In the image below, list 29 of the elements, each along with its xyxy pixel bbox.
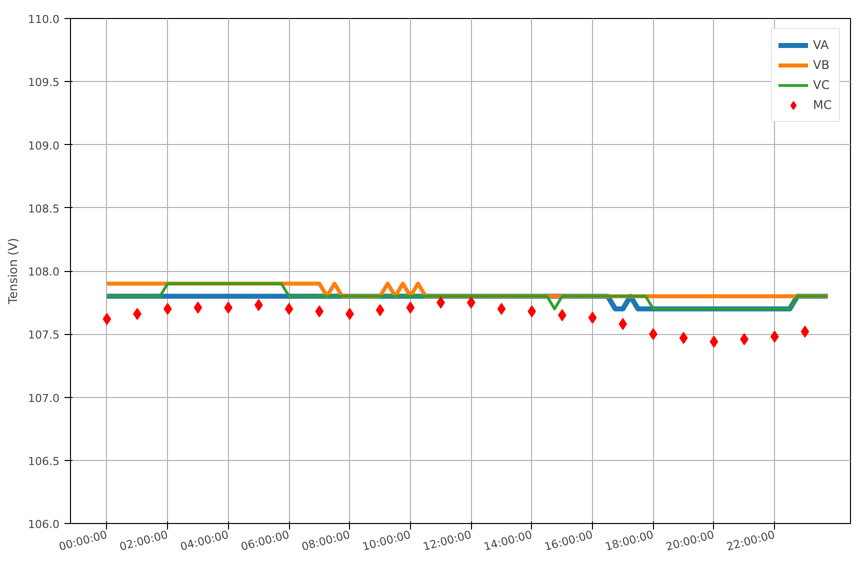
point — [466, 296, 476, 309]
point — [618, 318, 628, 330]
point — [102, 312, 112, 325]
point — [679, 332, 688, 344]
point — [194, 302, 202, 314]
y-tick-label: 109.0 — [28, 139, 60, 152]
legend-label: VB — [813, 58, 830, 72]
y-tick-label: 110.0 — [28, 13, 60, 26]
y-tick-label: 107.5 — [28, 328, 60, 342]
legend-label: VC — [813, 78, 831, 92]
point — [163, 302, 172, 315]
point — [800, 326, 810, 338]
point — [406, 302, 415, 314]
point — [588, 312, 597, 324]
point — [315, 305, 324, 318]
y-axis-title: Tension (V) — [6, 238, 20, 306]
legend-label: MC — [813, 98, 833, 112]
y-tick-label: 108.5 — [28, 202, 60, 216]
y-tick-label: 107.0 — [28, 392, 60, 405]
point — [284, 302, 294, 315]
y-tick-label: 106.0 — [28, 518, 60, 531]
y-tick-label: 109.5 — [28, 76, 60, 90]
y-tick-label: 108.0 — [28, 266, 60, 278]
point — [770, 330, 779, 343]
point — [497, 302, 506, 315]
point — [710, 336, 718, 348]
point — [376, 304, 384, 316]
y-tick-label: 106.5 — [28, 454, 60, 468]
legend-label: VA — [813, 38, 830, 52]
